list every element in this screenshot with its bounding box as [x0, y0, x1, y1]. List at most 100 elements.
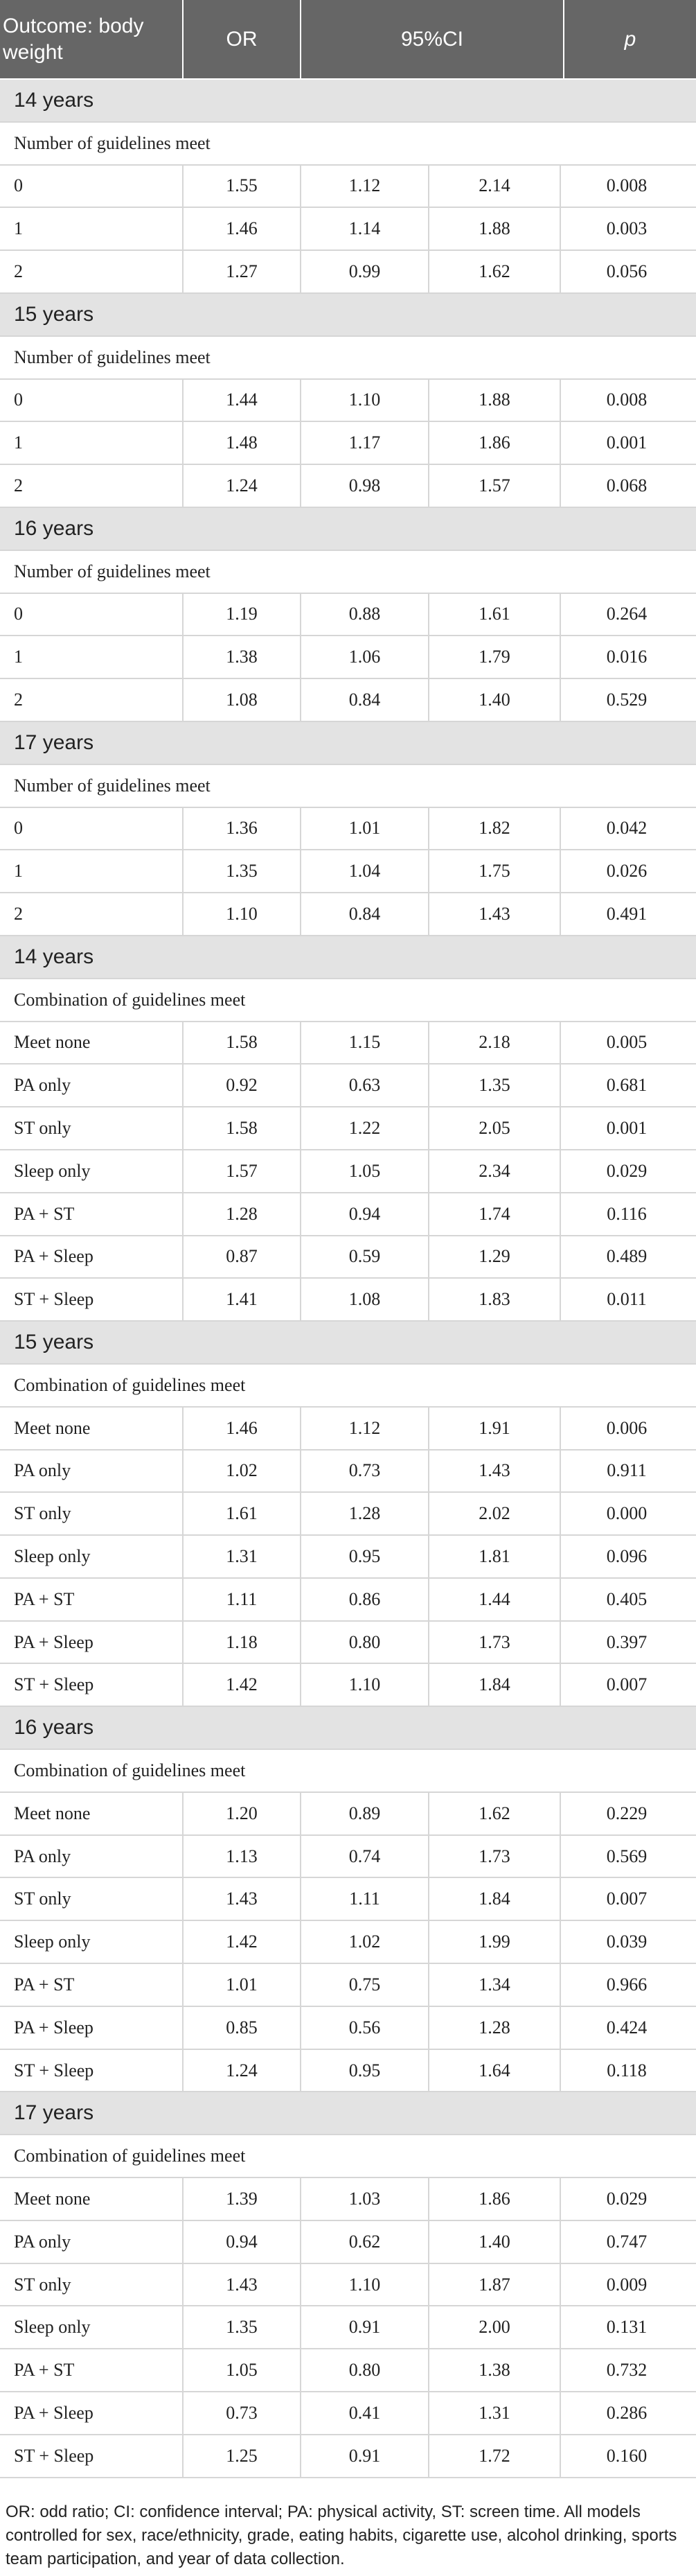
p-value-cell: 0.405 — [606, 1588, 648, 1609]
header-outcome: Outcome: body weight — [0, 0, 184, 78]
p-value-cell: 0.009 — [606, 2274, 648, 2295]
section-title: 15 years — [14, 302, 94, 326]
section-subheader: Combination of guidelines meet — [0, 2135, 696, 2179]
odds-ratio-cell: 1.08 — [184, 679, 301, 721]
table-row: Sleep only 1.42 1.02 1.99 0.039 — [0, 1921, 696, 1965]
p-value-cell: 0.005 — [606, 1032, 648, 1053]
p-value-cell: 0.131 — [606, 2317, 648, 2338]
ci-upper-cell: 1.86 — [429, 2178, 561, 2220]
p-value-cell: 0.911 — [607, 1460, 647, 1481]
odds-ratio-cell: 1.48 — [184, 422, 301, 464]
row-label: ST only — [0, 1107, 184, 1149]
p-value-cell: 0.003 — [606, 218, 648, 239]
row-label: 1 — [0, 636, 184, 678]
table-row: 2 1.27 0.99 1.62 0.056 — [0, 251, 696, 294]
ci-lower-cell: 1.14 — [301, 208, 429, 250]
p-value-cell: 0.489 — [606, 1246, 648, 1267]
p-value-cell: 0.286 — [606, 2402, 648, 2423]
ci-upper-cell: 1.43 — [429, 893, 561, 935]
ci-upper-cell: 1.64 — [429, 2049, 561, 2092]
p-value-cell: 0.001 — [606, 1118, 648, 1139]
section-subtitle: Combination of guidelines meet — [14, 1760, 246, 1780]
odds-ratio-cell: 1.24 — [184, 2049, 301, 2092]
row-label: PA only — [0, 2220, 184, 2263]
row-label: Sleep only — [0, 1536, 184, 1577]
p-value-cell: 0.042 — [606, 818, 648, 839]
table-row: PA only 0.94 0.62 1.40 0.747 — [0, 2220, 696, 2264]
table-row: 2 1.08 0.84 1.40 0.529 — [0, 679, 696, 722]
ci-upper-cell: 1.99 — [429, 1921, 561, 1963]
table-row: PA only 1.13 0.74 1.73 0.569 — [0, 1835, 696, 1879]
row-label: Meet none — [0, 1022, 184, 1064]
p-value-cell: 0.068 — [606, 475, 648, 496]
ci-upper-cell: 1.73 — [429, 1835, 561, 1877]
row-label: PA + Sleep — [0, 2392, 184, 2434]
row-label: ST + Sleep — [0, 1279, 184, 1321]
odds-ratio-cell: 1.35 — [184, 850, 301, 893]
ci-upper-cell: 2.05 — [429, 1107, 561, 1149]
p-value-cell: 0.096 — [606, 1545, 648, 1566]
section-subheader: Number of guidelines meet — [0, 765, 696, 808]
ci-lower-cell: 1.10 — [301, 379, 429, 421]
p-value-cell: 0.029 — [606, 2188, 648, 2209]
section-subheader: Combination of guidelines meet — [0, 1365, 696, 1408]
row-label: 0 — [0, 807, 184, 850]
table-row: 0 1.44 1.10 1.88 0.008 — [0, 379, 696, 423]
odds-ratio-cell: 1.11 — [184, 1578, 301, 1620]
ci-upper-cell: 1.38 — [429, 2349, 561, 2392]
section-subtitle: Combination of guidelines meet — [14, 989, 246, 1010]
p-value-cell: 0.116 — [607, 1203, 647, 1224]
section-title: 14 years — [14, 945, 94, 968]
p-value-cell: 0.264 — [606, 604, 648, 624]
row-label: 1 — [0, 850, 184, 893]
ci-upper-cell: 1.72 — [429, 2435, 561, 2477]
ci-upper-cell: 1.62 — [429, 251, 561, 292]
row-label: ST only — [0, 1493, 184, 1535]
section-header: 16 years — [0, 507, 696, 551]
table-row: ST only 1.43 1.10 1.87 0.009 — [0, 2263, 696, 2307]
row-label: ST only — [0, 2263, 184, 2306]
ci-lower-cell: 1.10 — [301, 1664, 429, 1706]
odds-ratio-cell: 0.92 — [184, 1064, 301, 1107]
odds-ratio-cell: 1.27 — [184, 251, 301, 292]
section-title: 16 years — [14, 1716, 94, 1740]
row-label: ST + Sleep — [0, 2435, 184, 2477]
p-value-cell: 0.160 — [606, 2445, 648, 2466]
row-label: PA + ST — [0, 1193, 184, 1235]
ci-lower-cell: 0.80 — [301, 1621, 429, 1663]
ci-upper-cell: 1.91 — [429, 1407, 561, 1449]
table-row: Sleep only 1.31 0.95 1.81 0.096 — [0, 1536, 696, 1579]
table-row: ST only 1.43 1.11 1.84 0.007 — [0, 1878, 696, 1922]
table-row: 2 1.10 0.84 1.43 0.491 — [0, 893, 696, 936]
odds-ratio-cell: 1.43 — [184, 1878, 301, 1920]
ci-lower-cell: 1.15 — [301, 1022, 429, 1064]
section-header: 14 years — [0, 936, 696, 979]
ci-lower-cell: 0.56 — [301, 2006, 429, 2049]
row-label: PA only — [0, 1835, 184, 1877]
row-label: PA + Sleep — [0, 1236, 184, 1278]
odds-ratio-cell: 1.19 — [184, 593, 301, 636]
ci-upper-cell: 1.44 — [429, 1578, 561, 1620]
section-subtitle: Combination of guidelines meet — [14, 1374, 246, 1395]
ci-lower-cell: 1.01 — [301, 807, 429, 850]
odds-ratio-cell: 1.42 — [184, 1921, 301, 1963]
ci-lower-cell: 0.94 — [301, 1193, 429, 1235]
table-row: PA + Sleep 0.73 0.41 1.31 0.286 — [0, 2392, 696, 2435]
section-subheader: Number of guidelines meet — [0, 123, 696, 166]
table-row: PA only 0.92 0.63 1.35 0.681 — [0, 1064, 696, 1108]
p-value-cell: 0.747 — [606, 2231, 648, 2252]
p-value-cell: 0.016 — [606, 647, 648, 667]
ci-lower-cell: 1.11 — [301, 1878, 429, 1920]
p-value-cell: 0.011 — [607, 1289, 647, 1310]
odds-ratio-cell: 1.36 — [184, 807, 301, 850]
table-row: 1 1.35 1.04 1.75 0.026 — [0, 850, 696, 894]
ci-upper-cell: 1.79 — [429, 636, 561, 678]
p-value-cell: 0.491 — [606, 904, 648, 925]
table-row: 1 1.48 1.17 1.86 0.001 — [0, 422, 696, 466]
ci-lower-cell: 0.63 — [301, 1064, 429, 1107]
ci-upper-cell: 1.34 — [429, 1964, 561, 2006]
section-header: 16 years — [0, 1707, 696, 1751]
section-title: 17 years — [14, 730, 94, 754]
ci-lower-cell: 0.84 — [301, 679, 429, 721]
odds-ratio-cell: 1.39 — [184, 2178, 301, 2220]
